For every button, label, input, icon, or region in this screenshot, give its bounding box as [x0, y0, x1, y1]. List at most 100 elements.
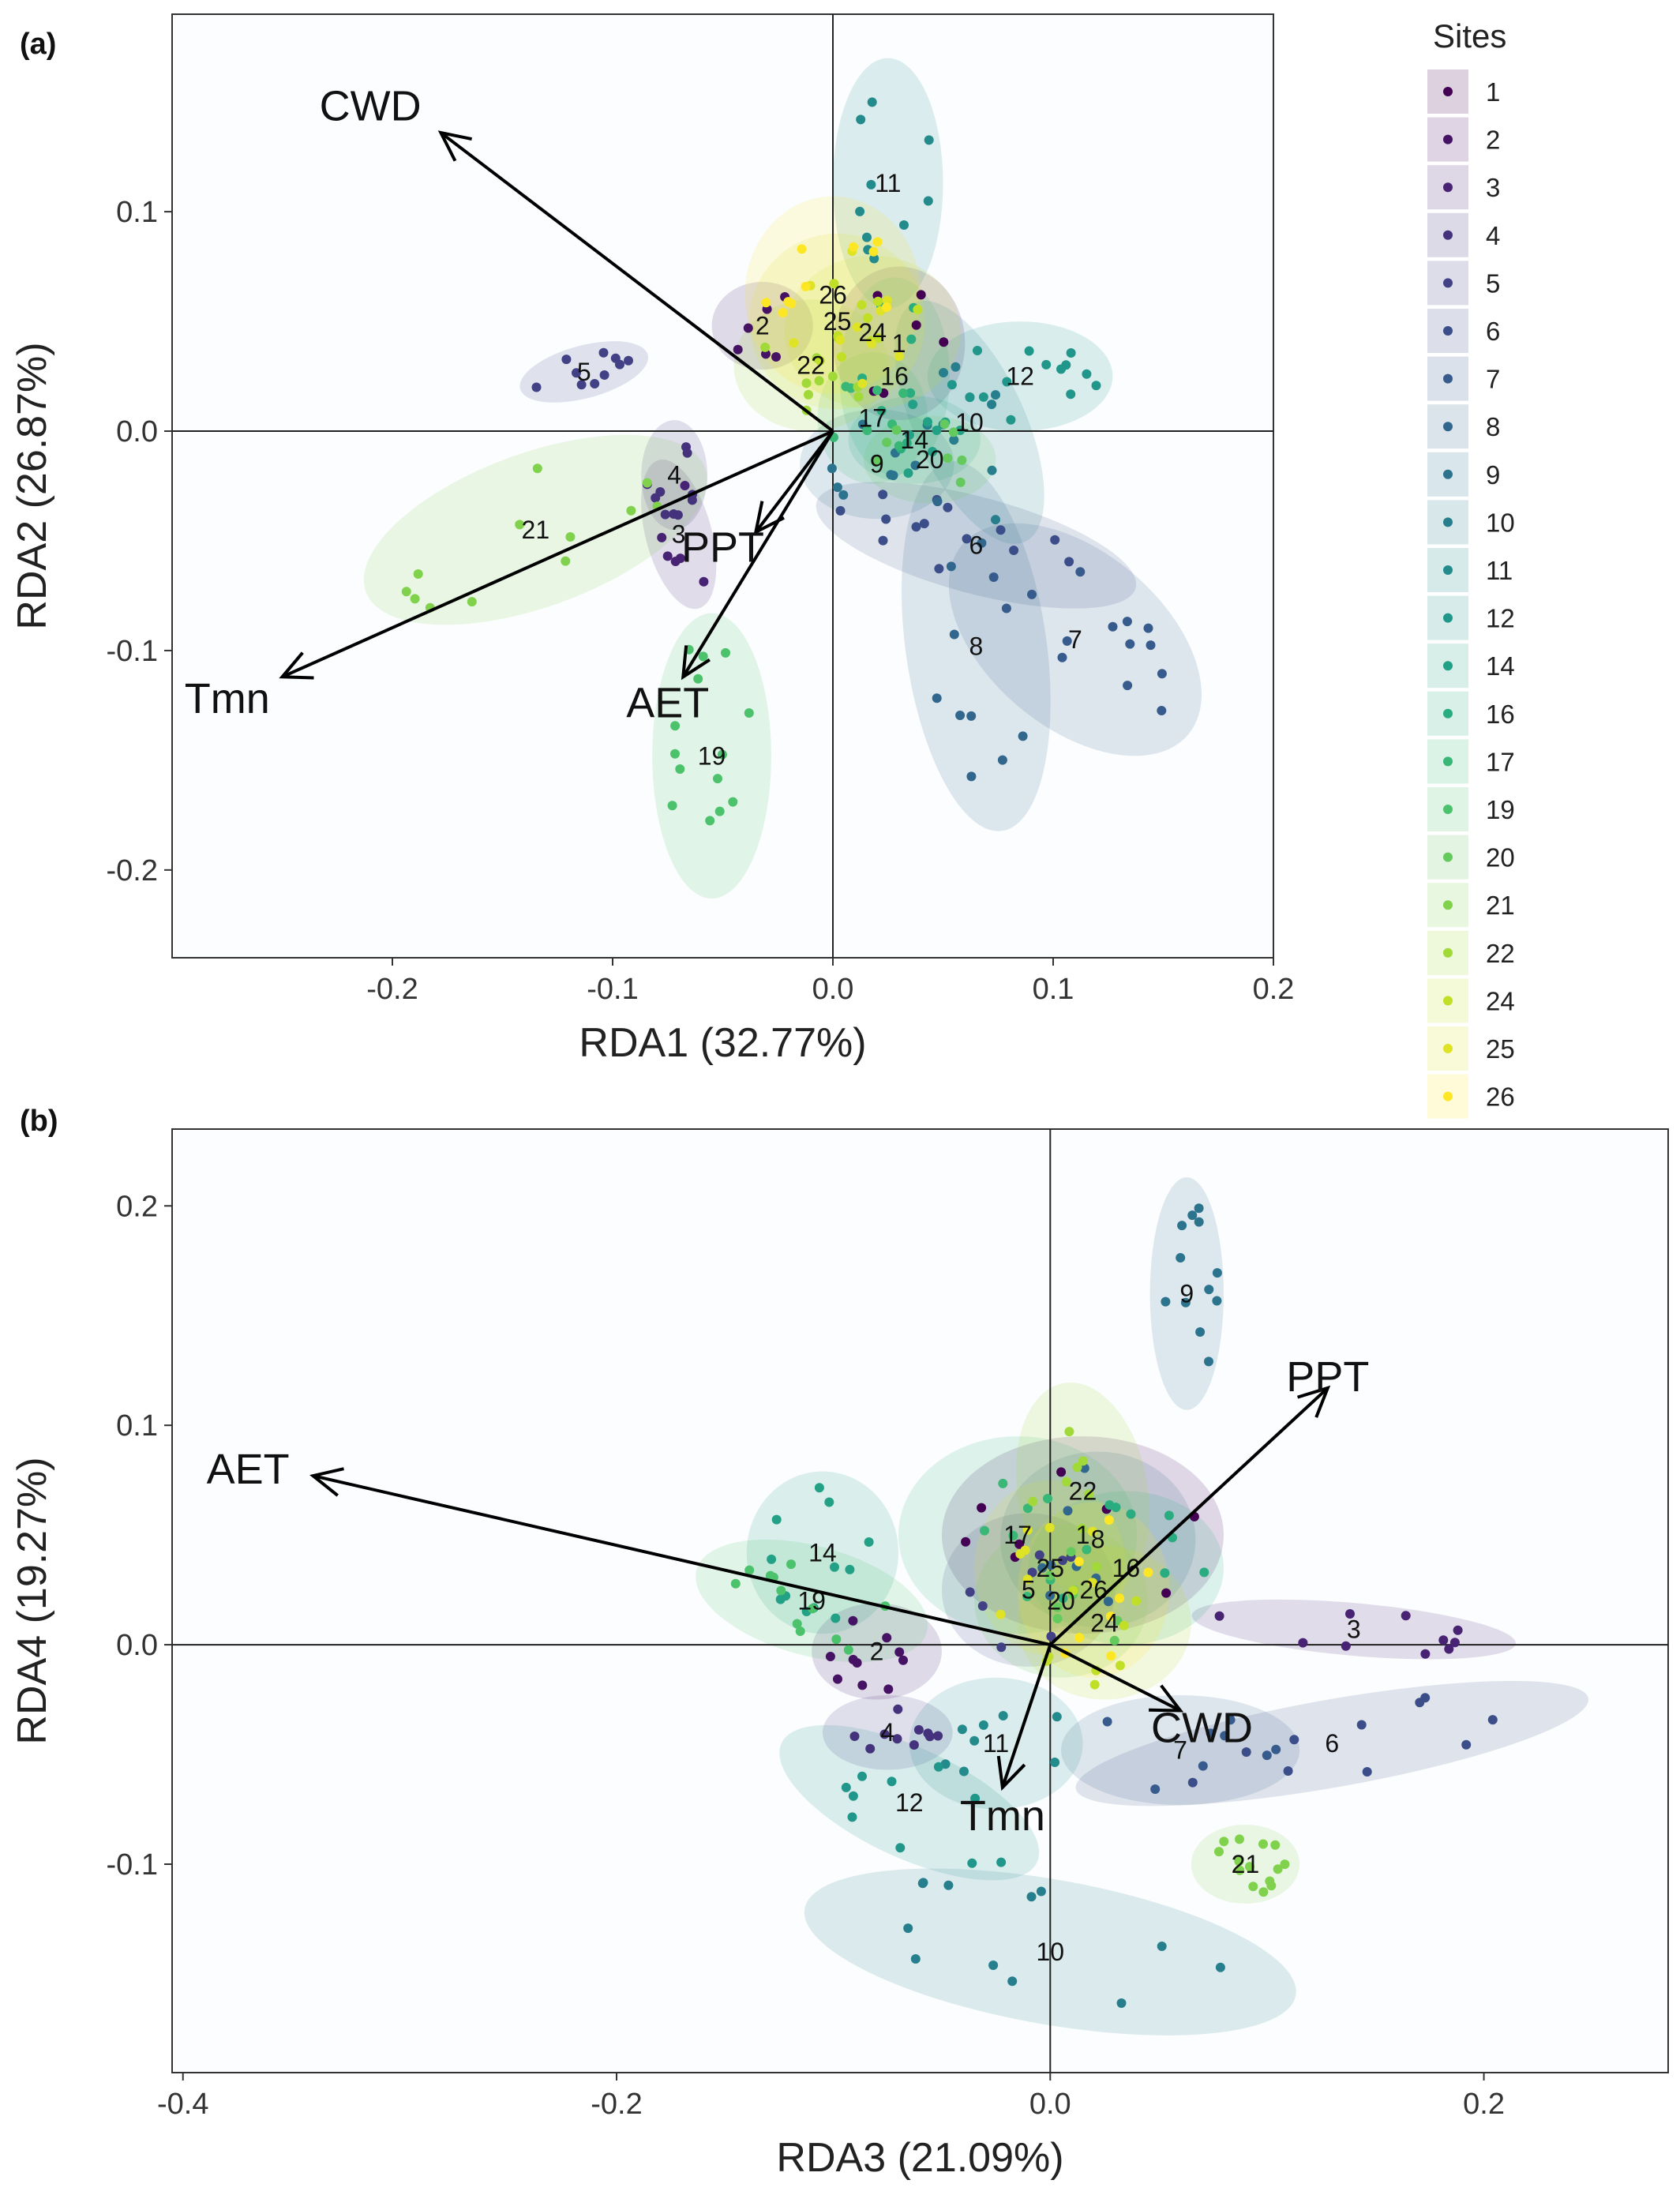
point-site-7 [1225, 1715, 1236, 1725]
point-site-16 [1111, 1503, 1121, 1513]
point-site-19 [808, 1604, 818, 1614]
point-site-10 [951, 362, 961, 372]
point-site-6 [1241, 1747, 1251, 1757]
point-site-20 [939, 419, 950, 430]
point-site-4 [909, 1740, 919, 1750]
vector-label-tmn: Tmn [185, 675, 270, 722]
point-site-8 [946, 561, 956, 572]
site-label-26: 26 [1079, 1576, 1108, 1604]
point-site-9 [827, 463, 837, 474]
point-site-11 [1052, 1712, 1062, 1722]
point-site-11 [923, 196, 933, 206]
point-site-11 [978, 1720, 988, 1730]
point-site-5 [598, 347, 609, 358]
legend-label: 16 [1486, 700, 1515, 729]
legend-label: 17 [1486, 747, 1515, 776]
point-site-19 [843, 1645, 853, 1655]
point-site-22 [1084, 1489, 1094, 1499]
point-site-5 [965, 1587, 975, 1597]
point-site-14 [864, 1537, 874, 1547]
legend-entry-21: 21 [1427, 883, 1515, 928]
point-site-1 [939, 337, 949, 347]
point-site-19 [744, 708, 754, 718]
point-site-14 [831, 1613, 841, 1623]
legend-entry-5: 5 [1427, 261, 1500, 306]
point-site-11 [862, 232, 872, 242]
point-site-12 [887, 1777, 897, 1787]
point-site-12 [965, 392, 975, 403]
point-site-5 [576, 380, 587, 390]
point-site-2 [743, 323, 753, 333]
point-site-26 [1115, 1593, 1125, 1604]
point-site-7 [1125, 639, 1135, 649]
point-site-7 [1027, 589, 1037, 599]
point-site-22 [827, 371, 838, 381]
point-site-21 [515, 520, 525, 530]
point-site-20 [891, 425, 902, 435]
site-label-12: 12 [1006, 362, 1034, 391]
point-site-10 [1007, 1976, 1018, 1987]
site-label-17: 17 [858, 403, 887, 432]
legend-key-dot [1443, 1091, 1453, 1101]
y-tick-label: -0.1 [107, 1848, 158, 1882]
site-label-3: 3 [672, 520, 686, 549]
legend-label: 10 [1486, 508, 1515, 537]
point-site-26 [1106, 1651, 1116, 1661]
point-site-7 [1001, 603, 1011, 613]
point-site-26 [778, 308, 788, 317]
point-site-12 [1002, 377, 1012, 387]
point-site-8 [1045, 1590, 1056, 1600]
point-site-12 [847, 1812, 857, 1822]
point-site-3 [1438, 1635, 1449, 1645]
site-label-14: 14 [808, 1538, 837, 1567]
point-site-5 [1058, 1555, 1067, 1566]
point-site-17 [894, 441, 904, 451]
point-site-5 [615, 359, 624, 370]
point-site-3 [1444, 1644, 1454, 1654]
point-site-24 [1089, 1679, 1100, 1690]
points-a [401, 97, 1167, 826]
point-site-5 [561, 355, 572, 365]
legend-key-dot [1443, 805, 1453, 814]
point-site-1 [911, 320, 921, 330]
point-site-20 [882, 437, 892, 448]
site-label-8: 8 [1091, 1525, 1105, 1554]
point-site-25 [1087, 1526, 1097, 1536]
point-site-5 [977, 1601, 988, 1611]
point-site-19 [721, 647, 730, 658]
point-site-10 [1026, 1892, 1037, 1902]
point-site-7 [1157, 706, 1167, 715]
point-site-26 [872, 237, 883, 247]
point-site-6 [1050, 535, 1060, 545]
point-site-14 [923, 417, 932, 427]
point-site-24 [815, 355, 825, 366]
point-site-14 [771, 1514, 782, 1525]
point-site-25 [1022, 1574, 1033, 1585]
site-label-6: 6 [969, 531, 983, 560]
point-site-20 [1052, 1602, 1063, 1612]
ellipse-site-7 [948, 523, 1202, 756]
point-site-3 [1453, 1625, 1463, 1635]
point-site-21 [410, 594, 420, 604]
point-site-10 [949, 435, 959, 445]
point-site-17 [841, 381, 851, 392]
point-site-20 [1109, 1635, 1119, 1645]
point-site-22 [1077, 1523, 1087, 1533]
point-site-12 [1082, 369, 1092, 379]
point-site-21 [1248, 1882, 1258, 1892]
point-site-9 [1204, 1356, 1213, 1367]
vector-aet [681, 430, 834, 678]
point-site-6 [1283, 1766, 1293, 1776]
point-site-9 [888, 471, 898, 481]
point-site-9 [1212, 1268, 1222, 1278]
legend-key-dot [1443, 134, 1453, 144]
point-site-21 [1280, 1859, 1290, 1870]
vector-arrowhead-cwd [1149, 1684, 1184, 1713]
point-site-22 [1072, 1462, 1082, 1473]
x-tick-label: 0.0 [812, 973, 854, 1006]
x-tick-label: -0.4 [157, 2088, 208, 2121]
legend-entry-11: 11 [1427, 548, 1513, 592]
point-site-24 [837, 352, 846, 362]
point-site-7 [1075, 567, 1086, 577]
site-label-20: 20 [916, 445, 944, 474]
